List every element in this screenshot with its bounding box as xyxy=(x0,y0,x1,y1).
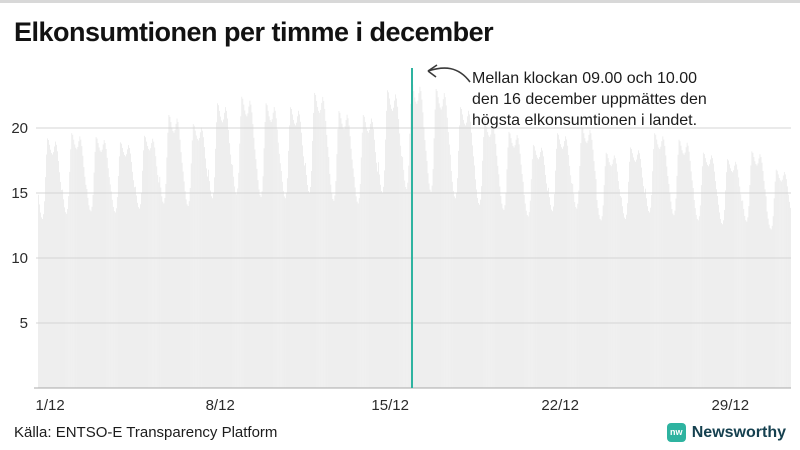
annotation-line-1: Mellan klockan 09.00 och 10.00 xyxy=(472,70,698,87)
svg-text:15: 15 xyxy=(11,185,28,202)
annotation-line-2: den 16 december uppmättes den xyxy=(472,91,707,108)
svg-text:15/12: 15/12 xyxy=(371,397,409,412)
svg-text:22/12: 22/12 xyxy=(541,397,579,412)
chart-area: 5 10 15 20 1/12 8/12 15/12 22/12 29/12 Mellan kl… xyxy=(0,56,800,412)
source-attribution: Källa: ENTSO-E Transparency Platform xyxy=(14,424,278,441)
footer: Källa: ENTSO-E Transparency Platform nw … xyxy=(0,423,800,442)
svg-text:20: 20 xyxy=(11,120,28,137)
newsworthy-logo-icon: nw xyxy=(666,423,686,442)
gridlines-group xyxy=(36,127,791,324)
newsworthy-brand: nw Newsworthy xyxy=(666,423,786,442)
y-axis-labels: 5 10 15 20 xyxy=(11,120,28,332)
annotation-arrow-icon xyxy=(427,64,471,83)
svg-text:5: 5 xyxy=(20,315,28,332)
x-axis-labels: 1/12 8/12 15/12 22/12 29/12 xyxy=(35,397,749,412)
svg-text:8/12: 8/12 xyxy=(206,397,235,412)
annotation-line-3: högsta elkonsumtionen i landet. xyxy=(472,112,698,129)
logo-glyph: nw xyxy=(670,427,683,437)
consumption-bar-chart: 5 10 15 20 1/12 8/12 15/12 22/12 29/12 xyxy=(11,68,791,412)
svg-text:10: 10 xyxy=(11,250,28,267)
chart-title: Elkonsumtionen per timme i december xyxy=(14,17,494,47)
chart-annotation: Mellan klockan 09.00 och 10.00 den 16 de… xyxy=(472,68,707,131)
svg-text:1/12: 1/12 xyxy=(35,397,64,412)
svg-text:29/12: 29/12 xyxy=(712,397,750,412)
brand-name: Newsworthy xyxy=(691,423,786,441)
